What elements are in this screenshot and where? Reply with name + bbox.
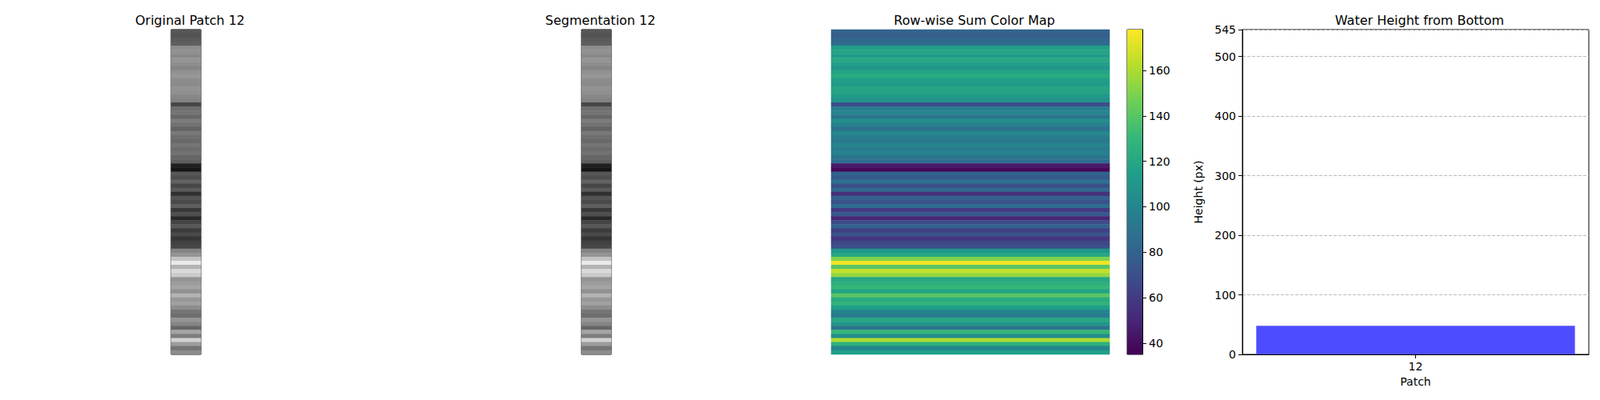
svg-text:Height (px): Height (px)	[1192, 160, 1205, 224]
svg-text:12: 12	[1408, 360, 1424, 373]
svg-text:200: 200	[1214, 228, 1236, 242]
svg-text:Water Height from Bottom: Water Height from Bottom	[1335, 12, 1504, 28]
svg-text:300: 300	[1214, 169, 1236, 183]
svg-text:0: 0	[1228, 348, 1236, 361]
svg-text:140: 140	[1148, 109, 1171, 123]
svg-text:80: 80	[1148, 245, 1164, 259]
svg-text:Segmentation 12: Segmentation 12	[545, 12, 656, 28]
svg-text:40: 40	[1148, 336, 1164, 350]
svg-text:Row-wise Sum Color Map: Row-wise Sum Color Map	[893, 12, 1055, 28]
svg-text:Patch: Patch	[1400, 375, 1431, 388]
svg-text:100: 100	[1214, 288, 1236, 302]
svg-text:545: 545	[1214, 23, 1236, 36]
svg-text:500: 500	[1214, 50, 1236, 64]
svg-text:400: 400	[1214, 109, 1236, 123]
svg-text:160: 160	[1148, 64, 1171, 77]
svg-text:Original Patch 12: Original Patch 12	[135, 12, 245, 28]
svg-text:100: 100	[1148, 200, 1171, 213]
svg-text:60: 60	[1148, 291, 1164, 304]
svg-text:120: 120	[1148, 155, 1171, 168]
